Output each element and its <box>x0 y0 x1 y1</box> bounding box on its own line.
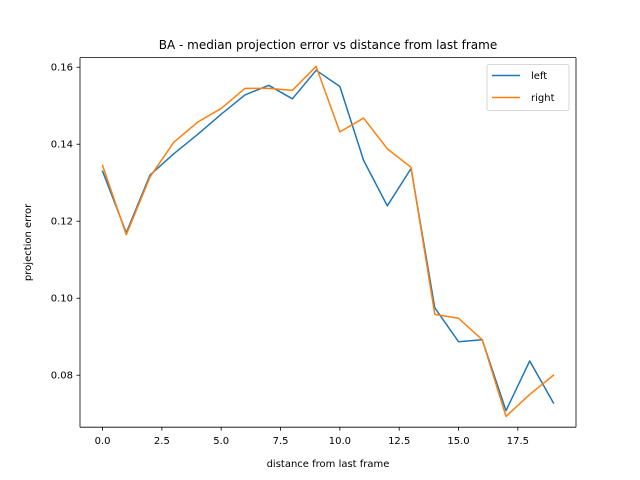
series-layer <box>101 65 555 418</box>
x-tick-label: 5.0 <box>213 436 229 447</box>
x-tick-label: 7.5 <box>273 436 289 447</box>
plot-area <box>79 57 577 428</box>
plot-frame <box>79 57 577 428</box>
x-tick-label: 0.0 <box>95 436 111 447</box>
series-line-right <box>101 65 555 418</box>
legend-label-right: right <box>531 93 555 104</box>
y-tick-label: 0.14 <box>51 140 73 151</box>
y-tick-label: 0.08 <box>51 371 73 382</box>
legend-box <box>486 64 570 111</box>
legend-label-left: left <box>531 71 547 82</box>
legend-items: left right <box>492 71 555 104</box>
x-tick-label: 10.0 <box>329 436 351 447</box>
x-axis-label: distance from last frame <box>267 459 390 470</box>
y-tick-label: 0.16 <box>51 63 73 74</box>
x-tick-label: 2.5 <box>154 436 170 447</box>
x-tick-label: 15.0 <box>447 436 469 447</box>
y-tick-label: 0.10 <box>51 294 73 305</box>
x-tick-label: 17.5 <box>507 436 529 447</box>
y-axis-label: projection error <box>23 203 34 281</box>
x-axis-ticks: 0.0 2.5 5.0 7.5 10.0 12.5 15.0 17.5 <box>95 427 529 447</box>
series-line-left <box>101 69 555 412</box>
x-tick-label: 12.5 <box>388 436 410 447</box>
legend: left right <box>486 64 570 111</box>
y-tick-label: 0.12 <box>51 217 73 228</box>
y-axis-ticks: 0.08 0.10 0.12 0.14 0.16 <box>51 63 80 382</box>
chart-title: BA - median projection error vs distance… <box>159 38 497 52</box>
plot-background <box>80 57 576 428</box>
